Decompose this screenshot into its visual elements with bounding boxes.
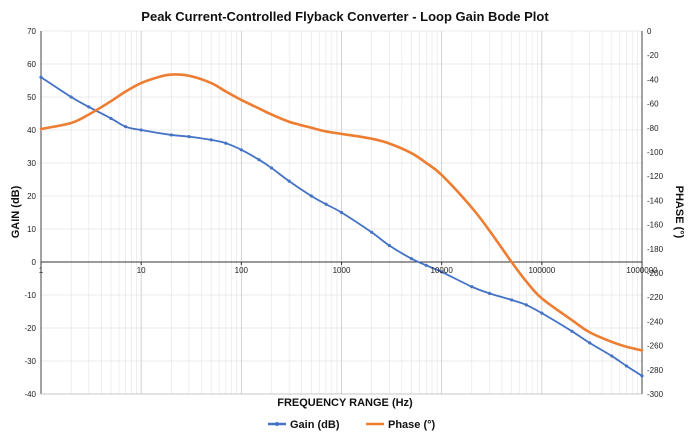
y-left-tick-label: -20 (24, 324, 36, 333)
x-tick-label: 1000 (333, 266, 351, 275)
series-point-0 (624, 364, 629, 368)
y-right-tick-label: 0 (647, 27, 652, 36)
series-layer (39, 73, 644, 378)
series-point-0 (124, 125, 128, 129)
series-point-0 (187, 135, 191, 139)
series-point-0 (224, 141, 228, 145)
series-point-0 (287, 179, 291, 183)
y-right-tick-label: -100 (647, 148, 664, 157)
series-point-0 (424, 263, 428, 267)
x-tick-label: 10 (137, 266, 146, 275)
series-point-0 (524, 303, 528, 307)
series-point-0 (440, 270, 444, 274)
series-point-0 (309, 194, 313, 198)
y-right-tick-label: -160 (647, 221, 664, 230)
series-point-0 (169, 133, 173, 137)
x-tick-label: 1 (39, 266, 44, 275)
series-point-0 (269, 166, 274, 170)
y-right-tick-label: -20 (647, 51, 659, 60)
series-point-0 (39, 75, 43, 79)
series-point-0 (570, 329, 574, 333)
x-tick-label: 100 (235, 266, 249, 275)
y-right-tick-label: -180 (647, 245, 664, 254)
y-left-tick-label: -30 (24, 357, 36, 366)
y-right-tick-label: -40 (647, 75, 659, 84)
y-left-tick-label: 10 (27, 225, 36, 234)
y-left-axis-title: GAIN (dB) (10, 185, 22, 238)
y-left-tick-label: 60 (27, 60, 36, 69)
series-point-0 (588, 341, 592, 345)
x-tick-label: 10000 (431, 266, 454, 275)
series-point-0 (387, 243, 391, 248)
x-tick-label: 1000000 (626, 266, 658, 275)
series-line-1 (39, 73, 644, 352)
x-axis-title: FREQUENCY RANGE (Hz) (277, 397, 413, 409)
legend-label-1: Phase (°) (388, 419, 436, 431)
y-right-tick-label: -120 (647, 172, 664, 181)
y-left-tick-label: 40 (27, 126, 36, 135)
series-point-0 (69, 95, 73, 99)
series-point-0 (470, 285, 474, 289)
series-point-0 (109, 116, 113, 121)
y-right-axis-title: PHASE (°) (673, 186, 685, 239)
legend-label-0: Gain (dB) (290, 419, 340, 431)
series-point-0 (640, 374, 644, 378)
series-point-0 (487, 291, 492, 295)
y-left-tick-label: -40 (24, 390, 36, 399)
y-left-tick-label: 70 (27, 27, 36, 36)
series-point-0 (239, 148, 243, 152)
axes (40, 31, 643, 395)
y-right-tick-label: -200 (647, 269, 664, 278)
series-point-0 (87, 105, 91, 109)
y-left-tick-label: 20 (27, 192, 36, 201)
tick-labels: 1 10 100 1000 10000 100000 1000000706050403020… (24, 27, 663, 399)
y-right-tick-label: -280 (647, 366, 664, 375)
series-point-0 (209, 138, 213, 142)
y-left-tick-label: 50 (27, 93, 36, 102)
legend: Gain (dB) Phase (°) (268, 419, 436, 431)
x-tick-label: 100000 (528, 266, 555, 275)
series-point-0 (540, 311, 544, 315)
legend-marker-0 (275, 422, 279, 426)
y-right-tick-label: -220 (647, 293, 664, 302)
y-right-tick-label: -260 (647, 342, 664, 351)
chart-title: Peak Current-Controlled Flyback Converte… (141, 9, 549, 24)
y-right-tick-label: -140 (647, 196, 664, 205)
y-left-tick-label: -10 (24, 291, 36, 300)
series-point-0 (510, 298, 514, 302)
series-point-0 (139, 128, 143, 132)
series-line-0 (40, 76, 643, 377)
series-point-0 (409, 257, 414, 261)
series-point-0 (257, 158, 261, 162)
series-point-0 (324, 202, 328, 206)
y-right-tick-label: -300 (647, 390, 664, 399)
y-right-tick-label: -60 (647, 100, 659, 109)
y-left-tick-label: 30 (27, 159, 36, 168)
y-right-tick-label: -240 (647, 317, 664, 326)
series-point-0 (339, 210, 344, 215)
y-left-tick-label: 0 (32, 258, 37, 267)
series-point-0 (610, 354, 614, 358)
series-point-0 (370, 230, 374, 234)
y-right-tick-label: -80 (647, 124, 659, 133)
